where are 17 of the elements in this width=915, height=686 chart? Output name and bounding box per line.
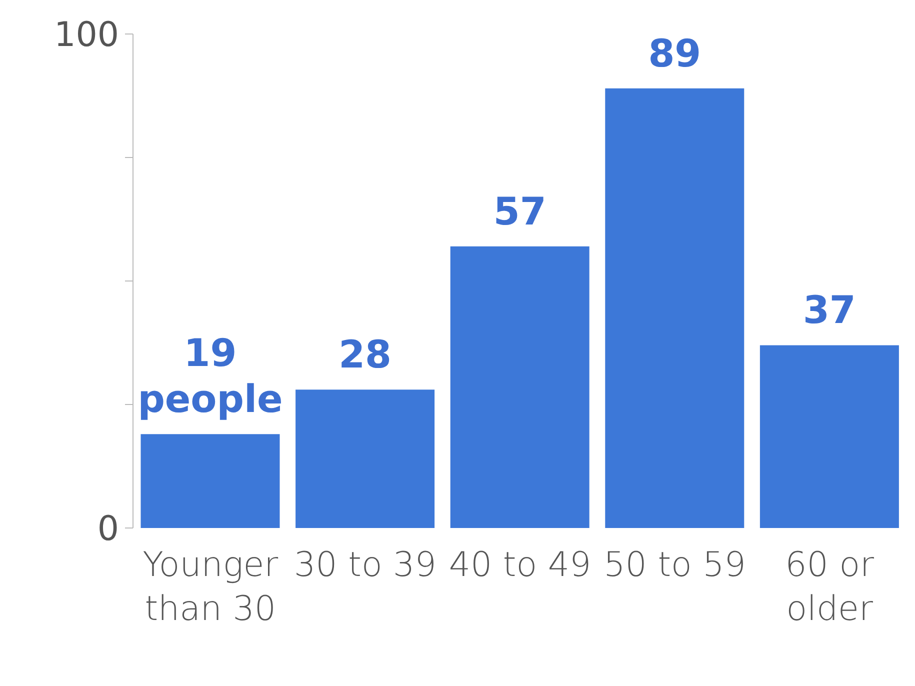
bar: [605, 88, 744, 528]
data-label: 89: [648, 31, 702, 76]
y-tick-label: 100: [54, 15, 119, 55]
bar: [760, 345, 899, 528]
bar: [450, 246, 590, 528]
y-tick-label: 0: [97, 509, 119, 549]
x-tick-label: 50 to 59: [604, 545, 746, 585]
x-tick-label: Younger than 30: [142, 545, 278, 629]
data-label: 19 people: [138, 331, 283, 422]
bar: [140, 434, 280, 528]
data-label: 28: [338, 332, 392, 377]
data-label: 57: [493, 189, 546, 234]
data-label: 37: [802, 288, 856, 332]
x-tick-label: 60 or older: [785, 545, 874, 629]
bar: [296, 390, 435, 528]
x-tick-label: 40 to 49: [448, 545, 592, 585]
x-tick-label: 30 to 39: [294, 545, 436, 585]
